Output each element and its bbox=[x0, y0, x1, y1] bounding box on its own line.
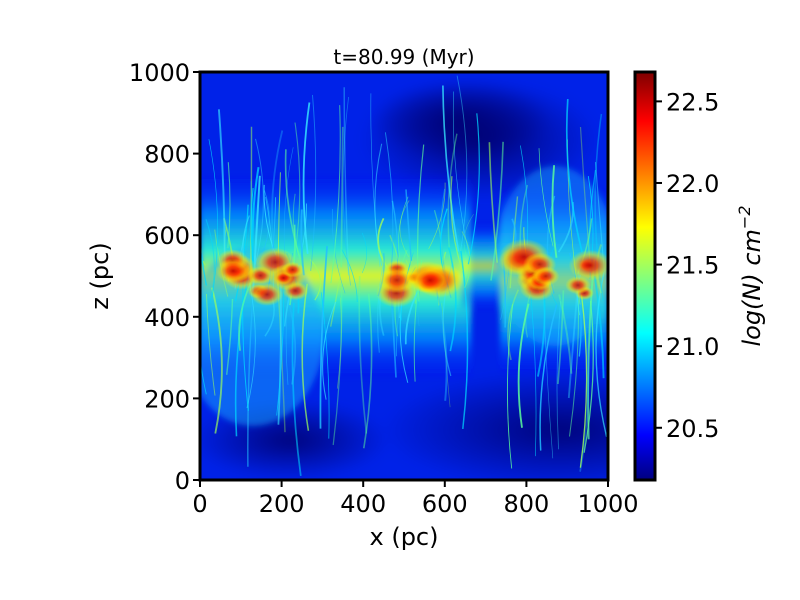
x-tick-label: 800 bbox=[503, 490, 549, 518]
x-tick-label: 1000 bbox=[577, 490, 638, 518]
colorbar-label-base: log(N) cm bbox=[738, 229, 766, 346]
colorbar-label: log(N) cm−2 bbox=[735, 205, 766, 346]
y-tick-label: 200 bbox=[144, 385, 190, 413]
x-axis: 0 200 400 600 800 1000 bbox=[192, 480, 639, 518]
y-axis: 0 200 400 600 800 1000 bbox=[129, 59, 200, 495]
x-tick-label: 400 bbox=[340, 490, 386, 518]
colorbar-gradient bbox=[633, 70, 657, 482]
plot-frame bbox=[198, 70, 610, 482]
y-axis-label: z (pc) bbox=[86, 242, 114, 309]
colorbar-tick-label: 21.5 bbox=[666, 252, 719, 280]
heatmap-image bbox=[200, 72, 608, 480]
y-tick-label: 800 bbox=[144, 141, 190, 169]
colorbar-tick-label: 20.5 bbox=[666, 415, 719, 443]
colorbar-axis: 20.5 21.0 21.5 22.0 22.5 bbox=[655, 88, 719, 443]
colorbar: 20.5 21.0 21.5 22.0 22.5 log(N) cm−2 bbox=[633, 70, 766, 482]
x-tick-label: 0 bbox=[192, 490, 207, 518]
chart-title: t=80.99 (Myr) bbox=[333, 45, 474, 69]
y-tick-label: 0 bbox=[175, 467, 190, 495]
colorbar-tick-label: 21.0 bbox=[666, 333, 719, 361]
y-tick-label: 1000 bbox=[129, 59, 190, 87]
colorbar-label-exponent: −2 bbox=[735, 205, 754, 229]
y-tick-label: 600 bbox=[144, 222, 190, 250]
y-tick-label: 400 bbox=[144, 304, 190, 332]
colorbar-tick-label: 22.5 bbox=[666, 88, 719, 116]
x-tick-label: 600 bbox=[422, 490, 468, 518]
colorbar-tick-label: 22.0 bbox=[666, 170, 719, 198]
x-axis-label: x (pc) bbox=[370, 523, 439, 551]
x-tick-label: 200 bbox=[259, 490, 305, 518]
